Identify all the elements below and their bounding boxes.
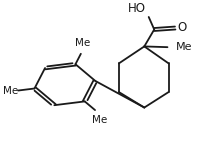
Text: Me: Me (92, 115, 107, 125)
Text: Me: Me (3, 86, 19, 96)
Text: O: O (178, 21, 187, 34)
Text: Me: Me (176, 42, 192, 52)
Text: HO: HO (128, 2, 146, 15)
Text: Me: Me (75, 38, 91, 48)
